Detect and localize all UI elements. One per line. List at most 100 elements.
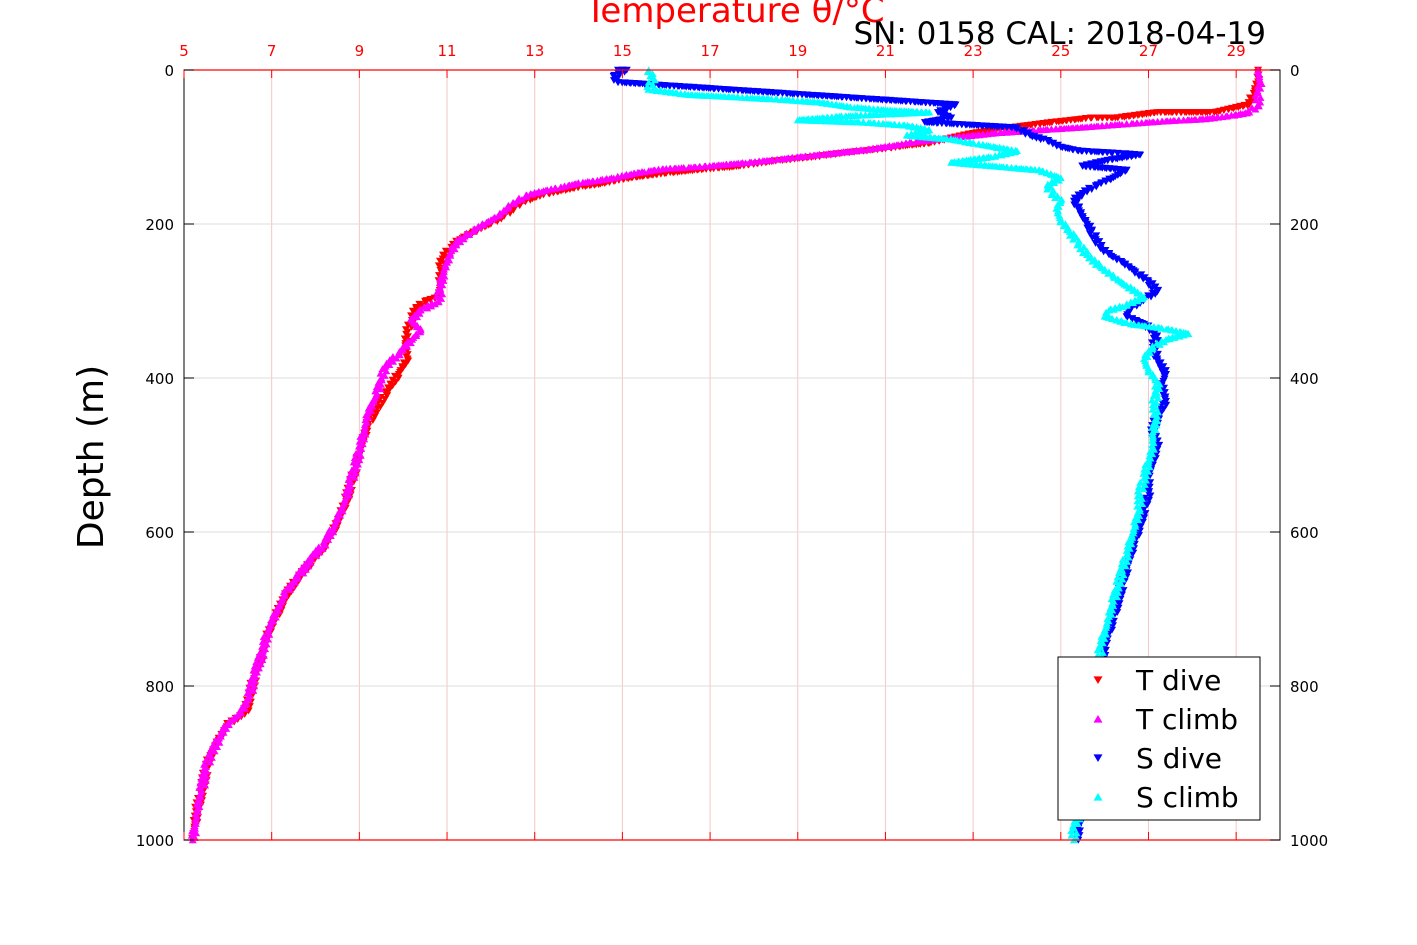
data-point xyxy=(1182,109,1191,116)
data-point xyxy=(1148,396,1157,404)
data-point xyxy=(1162,397,1171,405)
legend-label: T dive xyxy=(1135,664,1221,697)
data-point xyxy=(1230,111,1239,119)
data-point xyxy=(886,110,895,118)
data-point xyxy=(1150,382,1159,390)
data-point xyxy=(1134,483,1143,491)
data-point xyxy=(361,430,370,438)
data-point xyxy=(404,357,413,365)
y-tick-label-right: 200 xyxy=(1290,216,1319,234)
data-point xyxy=(433,288,442,295)
data-point xyxy=(202,772,211,780)
data-point xyxy=(1184,330,1193,338)
data-point xyxy=(259,633,268,641)
data-point xyxy=(997,144,1006,152)
data-point xyxy=(192,829,201,837)
data-point xyxy=(1098,649,1107,656)
data-point xyxy=(1147,285,1156,293)
data-point xyxy=(1159,405,1168,413)
data-point xyxy=(644,167,653,175)
x-tick-label: 23 xyxy=(964,42,983,60)
data-point xyxy=(714,92,723,100)
data-point xyxy=(1144,496,1153,504)
data-point xyxy=(427,302,436,310)
legend-marker xyxy=(1093,754,1103,763)
data-point xyxy=(377,381,386,388)
data-point xyxy=(249,687,258,694)
data-point xyxy=(345,487,354,494)
data-point xyxy=(1254,102,1263,110)
legend-marker xyxy=(1093,714,1103,723)
data-point xyxy=(859,118,868,126)
data-point xyxy=(1011,148,1020,156)
data-point xyxy=(1069,235,1078,243)
data-point xyxy=(1062,124,1071,132)
data-point xyxy=(1124,553,1133,561)
data-point xyxy=(394,370,403,378)
data-point xyxy=(1091,240,1100,247)
data-point xyxy=(1012,125,1021,133)
data-point xyxy=(1118,555,1127,563)
data-point xyxy=(500,208,509,215)
data-point xyxy=(510,200,519,208)
data-point xyxy=(1120,319,1129,327)
data-point xyxy=(1153,332,1162,340)
y-tick-label-right: 800 xyxy=(1290,678,1319,696)
y-tick-label-left: 200 xyxy=(145,216,174,234)
data-point xyxy=(408,307,417,315)
y-tick-label-left: 600 xyxy=(145,524,174,542)
data-point xyxy=(1067,831,1076,839)
data-point xyxy=(760,157,769,165)
y-tick-label-left: 800 xyxy=(145,678,174,696)
data-point xyxy=(1251,105,1260,113)
data-point xyxy=(1118,120,1127,128)
data-point xyxy=(423,304,432,312)
data-point xyxy=(609,72,618,80)
data-point xyxy=(1157,324,1166,332)
legend-marker xyxy=(1093,676,1103,685)
data-point xyxy=(818,99,827,107)
data-point xyxy=(687,163,696,171)
data-point xyxy=(719,92,728,100)
data-point xyxy=(403,342,412,350)
data-point xyxy=(355,456,364,464)
data-point xyxy=(434,262,443,270)
data-point xyxy=(1059,222,1068,230)
data-point xyxy=(197,774,206,782)
data-point xyxy=(993,144,1002,151)
data-point xyxy=(522,193,531,201)
serial-calibration-annotation: SN: 0158 CAL: 2018-04-19 xyxy=(854,16,1267,52)
legend-box xyxy=(1057,656,1261,821)
data-point xyxy=(201,777,210,784)
data-point xyxy=(406,339,415,347)
data-point xyxy=(299,569,308,577)
data-point xyxy=(258,638,267,645)
data-point xyxy=(907,139,916,146)
data-point xyxy=(1067,827,1076,834)
data-point xyxy=(350,454,359,461)
data-point xyxy=(1142,476,1151,484)
data-point xyxy=(1141,461,1150,469)
y-axis-label: Depth (m) xyxy=(71,365,112,549)
data-point xyxy=(1113,609,1122,616)
data-point xyxy=(1072,829,1081,837)
x-tick-label: 9 xyxy=(355,42,365,60)
x-tick-label: 7 xyxy=(267,42,277,60)
data-point xyxy=(1251,91,1260,99)
data-point xyxy=(1130,269,1139,277)
data-point xyxy=(864,105,873,112)
data-point xyxy=(382,367,391,375)
data-point xyxy=(440,272,449,280)
data-point xyxy=(1167,326,1176,334)
data-point xyxy=(250,682,259,690)
data-point xyxy=(1056,218,1065,226)
data-point xyxy=(1065,228,1074,235)
data-point xyxy=(1027,166,1036,173)
x-tick-label: 21 xyxy=(876,42,895,60)
data-point xyxy=(1109,305,1118,313)
data-point xyxy=(1137,495,1146,502)
data-point xyxy=(378,399,387,407)
data-point xyxy=(1002,128,1011,136)
data-point xyxy=(666,88,675,96)
data-point xyxy=(1163,117,1172,125)
